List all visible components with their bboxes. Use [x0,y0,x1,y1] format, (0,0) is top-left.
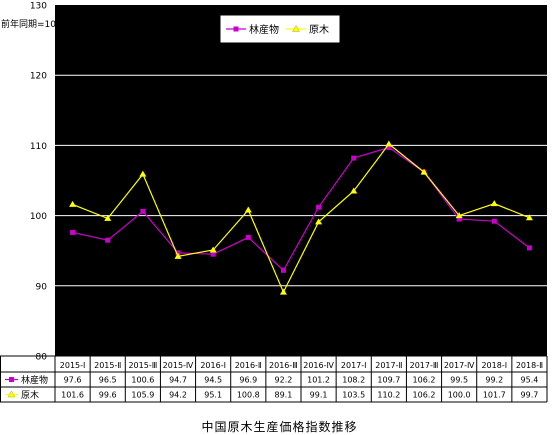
series-line-0 [72,146,530,272]
y-tick-label: 100 [30,212,47,222]
data-label: 105.9 [131,391,154,400]
x-tick-label: 2018-Ⅰ [481,361,507,370]
y-tick-label: 80 [36,353,48,363]
data-point [315,218,323,225]
data-label: 100.8 [237,391,260,400]
data-point [139,170,147,177]
data-label: 100.6 [131,376,154,385]
data-label: 103.5 [342,391,365,400]
data-point [525,214,533,221]
data-label: 106.2 [413,376,436,385]
x-tick-label: 2015-Ⅳ [163,361,194,370]
data-point [280,267,286,273]
data-label: 110.2 [377,391,400,400]
x-tick-label: 2016-Ⅱ [235,361,262,370]
data-label: 101.7 [483,391,506,400]
data-point [351,155,357,161]
data-point [491,218,497,224]
x-tick-label: 2016-Ⅳ [303,361,334,370]
data-label: 89.1 [275,391,293,400]
data-point [279,288,287,295]
data-point [140,208,146,214]
data-label: 96.9 [239,376,257,385]
x-tick-label: 2018-Ⅱ [516,361,543,370]
y-tick-label: 130 [30,2,47,12]
data-label: 108.2 [342,376,365,385]
data-label: 95.4 [521,376,539,385]
x-tick-label: 2015-Ⅰ [60,361,86,370]
data-point [70,229,76,235]
data-point [69,200,77,207]
data-table: 2015-Ⅰ 2015-Ⅱ 2015-Ⅲ 2015-Ⅳ 2016-Ⅰ 2016-Ⅱ 2016… [0,355,548,403]
legend: 林産物 原木 [219,14,341,44]
table-series-name: 原木 [21,389,39,401]
table-legend-marker [9,377,14,382]
plot-area [55,5,547,356]
data-label: 99.6 [99,391,117,400]
data-point [209,246,217,253]
data-label: 106.2 [413,391,436,400]
data-label: 92.2 [275,376,293,385]
data-label: 96.5 [99,376,117,385]
data-point [104,214,112,221]
y-unit-label: 前年同期=100 [1,18,62,30]
table-legend-marker [7,390,16,398]
data-point [316,204,322,210]
data-point [174,252,182,259]
data-point [244,206,252,213]
data-label: 94.7 [169,376,187,385]
x-tick-label: 2017-Ⅲ [410,361,439,370]
x-tick-label: 2017-Ⅰ [341,361,367,370]
data-point [385,140,393,147]
series-layer [69,140,533,295]
data-label: 101.2 [307,376,330,385]
data-point [455,212,463,219]
legend-marker-log [292,25,300,32]
x-tick-label: 2015-Ⅱ [94,361,121,370]
x-tick-label: 2017-Ⅱ [375,361,402,370]
data-point [175,250,181,256]
data-label: 94.5 [204,376,222,385]
x-tick-label: 2016-Ⅲ [269,361,298,370]
x-tick-label: 2015-Ⅲ [128,361,157,370]
data-point [526,245,532,251]
data-point [105,237,111,243]
data-label: 101.6 [61,391,84,400]
data-label: 100.0 [448,391,471,400]
data-point [350,187,358,194]
data-point [210,251,216,257]
series-line-1 [72,143,530,294]
legend-label-log: 原木 [309,24,329,36]
x-tick-label: 2016-Ⅰ [200,361,226,370]
x-tick-label: 2017-Ⅳ [444,361,475,370]
y-axis-ticks: 80 90 100 110 120 130 [30,2,47,363]
data-point [386,145,392,151]
data-label: 109.7 [377,376,400,385]
data-point [245,234,251,240]
y-tick-label: 90 [36,282,48,292]
data-point [456,216,462,222]
table-series-name: 林産物 [21,374,48,386]
data-label: 99.7 [521,391,539,400]
data-label: 97.6 [64,376,82,385]
legend-marker-forest [233,26,239,32]
y-tick-label: 120 [30,72,47,82]
chart-title: 中国原木生産価格指数推移 [201,420,358,434]
legend-label-forest: 林産物 [249,23,279,36]
data-point [420,168,428,175]
data-label: 99.1 [310,391,328,400]
data-point [490,200,498,207]
data-label: 95.1 [204,391,222,400]
data-label: 99.2 [485,376,503,385]
data-label: 99.5 [450,376,468,385]
data-label: 94.2 [169,391,187,400]
y-tick-label: 110 [30,142,47,152]
